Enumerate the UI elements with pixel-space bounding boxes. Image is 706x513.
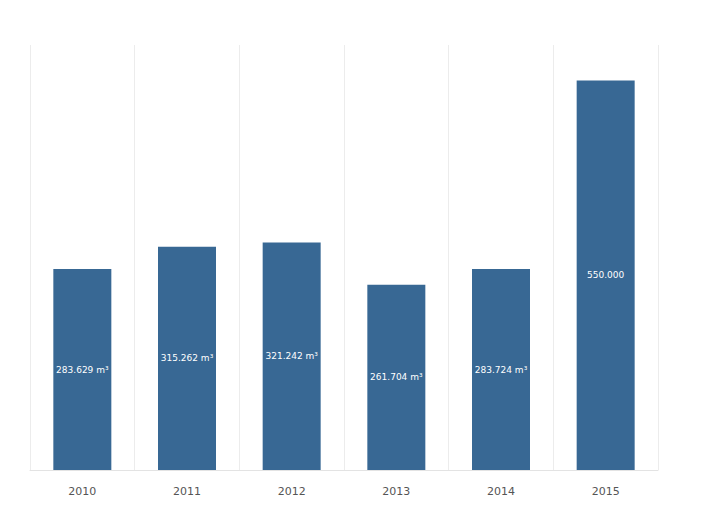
svg-text:315.262 m³: 315.262 m³ bbox=[161, 353, 214, 363]
svg-text:2011: 2011 bbox=[173, 485, 201, 498]
svg-text:321.242 m³: 321.242 m³ bbox=[265, 351, 318, 361]
svg-text:283.629 m³: 283.629 m³ bbox=[56, 365, 109, 375]
svg-text:283.724 m³: 283.724 m³ bbox=[475, 365, 528, 375]
svg-text:2014: 2014 bbox=[487, 485, 515, 498]
svg-text:2010: 2010 bbox=[68, 485, 96, 498]
svg-text:261.704 m³: 261.704 m³ bbox=[370, 372, 423, 382]
svg-text:550.000: 550.000 bbox=[587, 270, 624, 280]
svg-text:2012: 2012 bbox=[278, 485, 306, 498]
svg-text:2013: 2013 bbox=[382, 485, 410, 498]
svg-text:2015: 2015 bbox=[592, 485, 620, 498]
